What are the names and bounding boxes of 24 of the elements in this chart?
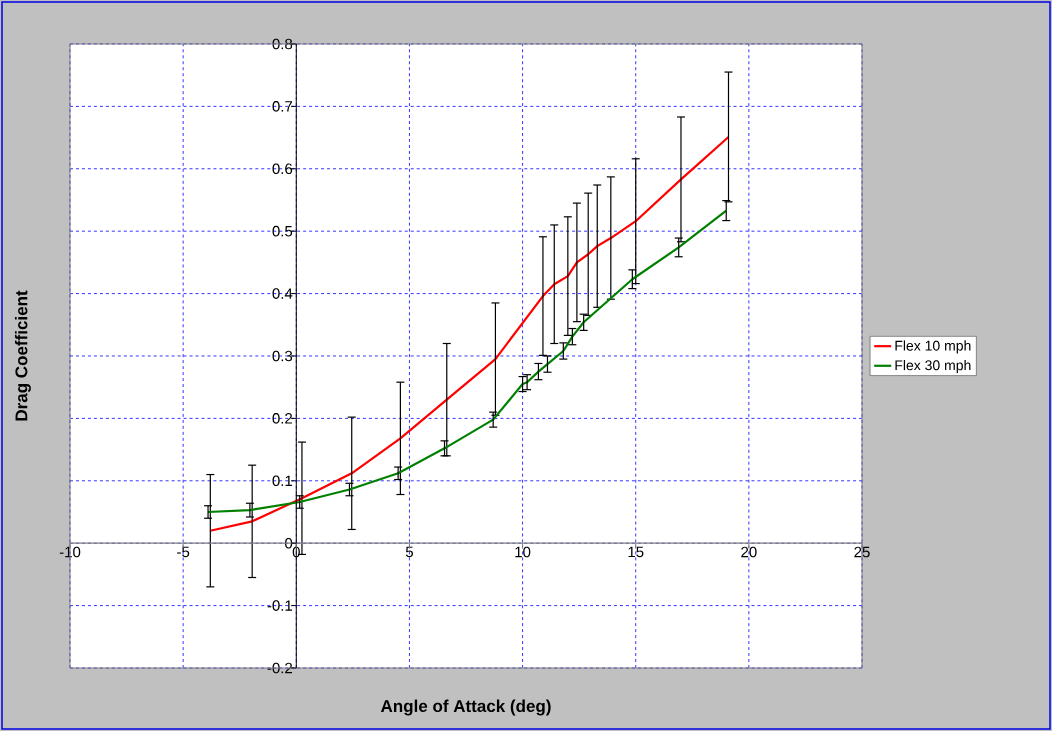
- x-tick-label: -5: [177, 546, 190, 558]
- y-tick-label: 0.7: [272, 101, 293, 112]
- line-series: [206, 209, 728, 514]
- y-tick-label: 0.3: [272, 350, 293, 362]
- y-tick-label: -0.2: [267, 662, 293, 674]
- line-series: [209, 135, 730, 532]
- y-tick-label: -0.1: [267, 600, 293, 611]
- y-axis-title: Drag Coefficient: [14, 290, 31, 421]
- y-tick-label: 0.4: [272, 288, 293, 299]
- y-tick-label: 0.8: [272, 38, 293, 50]
- y-tick-label: 0: [285, 537, 293, 549]
- y-tick-label: 0.1: [272, 475, 293, 487]
- x-tick-label: 10: [515, 546, 531, 558]
- x-axis-title: Angle of Attack (deg): [380, 699, 551, 716]
- y-tick-label: 0.6: [272, 163, 293, 175]
- x-tick-label: 25: [854, 546, 870, 558]
- y-tick-label: 0.2: [272, 413, 293, 424]
- x-tick-label: 20: [741, 546, 757, 558]
- x-tick-label: 5: [405, 546, 413, 558]
- legend-label: Flex 10 mph: [895, 340, 971, 354]
- x-tick-label: -10: [59, 546, 81, 558]
- x-tick-label: 15: [628, 546, 644, 558]
- legend-label: Flex 30 mph: [895, 359, 971, 374]
- y-tick-label: 0.5: [272, 225, 293, 237]
